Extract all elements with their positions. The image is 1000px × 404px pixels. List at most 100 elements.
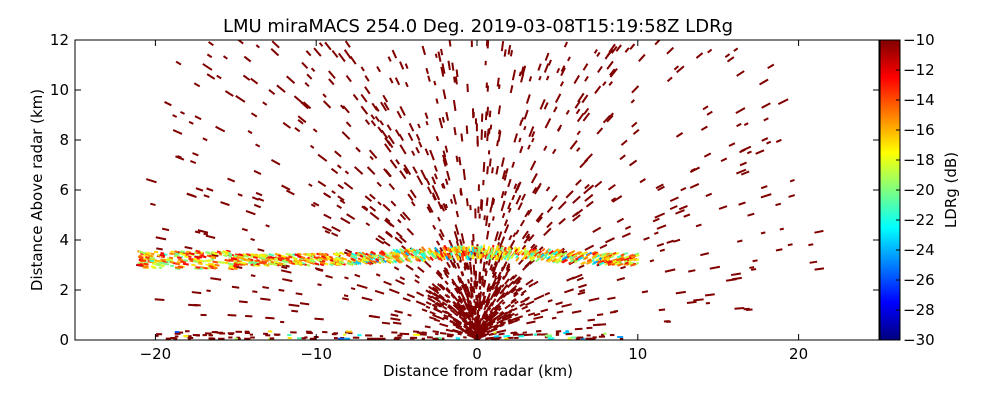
radar-gate	[177, 257, 181, 258]
radar-gate	[659, 309, 665, 310]
radar-gate	[145, 257, 149, 258]
radar-gate	[305, 259, 309, 260]
radar-gate	[224, 252, 228, 253]
radar-gate	[687, 302, 697, 303]
x-tick-label: 10	[628, 345, 647, 363]
radar-gate	[489, 223, 490, 227]
radar-gate	[265, 261, 268, 262]
radar-gate	[307, 254, 311, 255]
colorbar-ticks: −30−28−26−24−22−20−18−16−14−12−10	[896, 31, 935, 349]
radar-gate	[175, 256, 178, 257]
radar-gate	[790, 180, 794, 181]
radar-gate	[208, 264, 213, 265]
radar-gate	[492, 287, 493, 290]
radar-gate	[444, 250, 445, 253]
radar-gate	[443, 117, 444, 122]
radar-gate	[490, 207, 491, 212]
radar-gate	[486, 216, 487, 226]
radar-gate	[650, 260, 654, 261]
y-tick-label: 10	[50, 81, 69, 99]
radar-gate	[751, 269, 756, 270]
radar-gate	[475, 308, 476, 315]
radar-gate	[501, 247, 502, 250]
radar-gate	[268, 257, 271, 258]
radar-gate	[251, 254, 256, 255]
radar-gate	[413, 331, 419, 332]
radar-gate	[160, 255, 165, 256]
radar-gate	[208, 260, 211, 261]
radar-gate	[489, 128, 490, 134]
radar-gate	[252, 291, 257, 292]
radar-gate	[486, 112, 487, 121]
colorbar-tick-label: −22	[903, 211, 935, 229]
radar-gate	[272, 264, 278, 265]
radar-gate	[180, 251, 184, 252]
radar-gate	[335, 264, 338, 265]
radar-gate	[240, 257, 243, 258]
radar-gate	[295, 260, 299, 261]
x-axis-label: Distance from radar (km)	[383, 362, 573, 380]
radar-gate	[139, 252, 143, 253]
radar-gate	[258, 256, 262, 257]
radar-gate	[486, 261, 487, 264]
radar-gate	[211, 259, 214, 260]
radar-gate	[496, 251, 497, 255]
radar-gate	[470, 262, 471, 270]
radar-gate	[734, 308, 744, 309]
radar-gate	[454, 77, 455, 83]
radar-gate	[155, 299, 165, 300]
radar-gate	[508, 320, 511, 321]
radar-gate	[314, 319, 323, 320]
radar-gate	[502, 41, 503, 51]
radar-gate	[465, 289, 466, 292]
radar-gate	[175, 267, 181, 268]
radar-gate	[437, 136, 438, 141]
radar-gate	[228, 256, 231, 257]
radar-gate	[642, 291, 648, 292]
radar-gate	[340, 258, 344, 259]
radar-gate	[151, 266, 155, 267]
radar-gate	[288, 254, 292, 255]
radar-gate	[170, 266, 174, 267]
radar-gate	[251, 239, 255, 240]
radar-gate	[552, 318, 556, 319]
radar-gate	[185, 253, 189, 254]
radar-gate	[381, 261, 384, 263]
radar-gate	[242, 259, 247, 260]
radar-gate	[464, 169, 465, 180]
y-tick-label: 12	[50, 31, 69, 49]
radar-gate	[174, 251, 178, 252]
radar-gate	[233, 266, 237, 267]
radar-gate	[469, 312, 470, 315]
radar-gate	[470, 301, 471, 305]
radar-gate	[303, 254, 306, 255]
radar-gate	[260, 299, 270, 300]
radar-gate	[152, 263, 156, 264]
colorbar-tick-label: −14	[903, 91, 935, 109]
radar-gate	[462, 253, 463, 258]
radar-gate	[254, 261, 257, 262]
radar-gate	[461, 134, 462, 142]
radar-gate	[557, 311, 563, 312]
x-tick-label: 20	[789, 345, 808, 363]
radar-gate	[192, 292, 201, 293]
radar-gate	[262, 255, 266, 256]
radar-gate	[370, 316, 380, 317]
radar-gate	[194, 257, 198, 258]
radar-gate	[467, 263, 468, 269]
radar-gate	[465, 250, 466, 255]
radar-gate	[596, 259, 599, 260]
radar-gate	[487, 250, 488, 254]
radar-gate	[575, 261, 578, 262]
radar-gate	[457, 69, 458, 77]
radar-gate	[654, 232, 658, 234]
radar-gate	[269, 263, 272, 264]
x-tick-label: −10	[300, 345, 332, 363]
radar-gate	[288, 256, 292, 257]
radar-gate	[157, 261, 163, 262]
radar-gate	[230, 260, 233, 261]
chart-title: LMU miraMACS 254.0 Deg. 2019-03-08T15:19…	[223, 16, 733, 37]
radar-gate	[485, 251, 486, 255]
radar-gate	[425, 326, 431, 327]
radar-gate	[186, 252, 191, 253]
